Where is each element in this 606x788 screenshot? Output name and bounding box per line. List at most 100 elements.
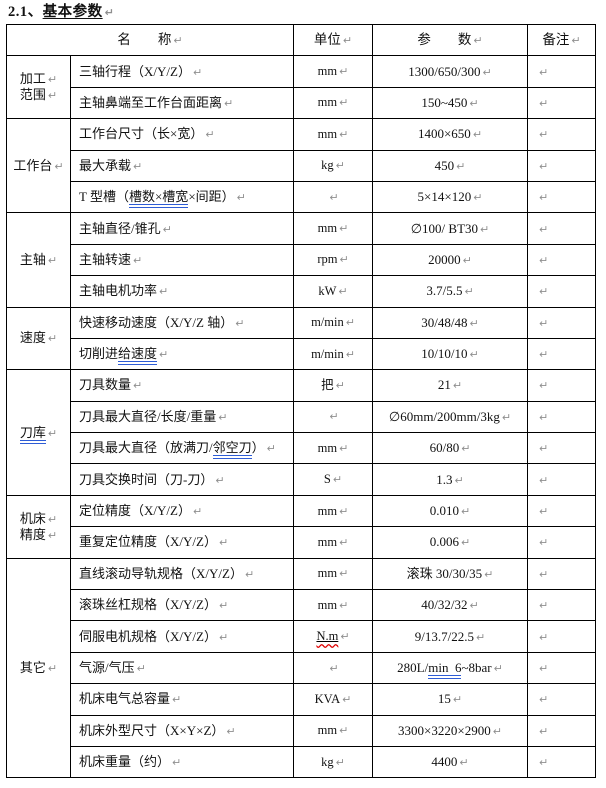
group-label-speed: 速度 ↵ — [6, 306, 71, 371]
remark-cell: ↵ — [527, 55, 596, 88]
param-name-cell: 机床重量（约） ↵ — [70, 745, 294, 779]
pilcrow-mark: ↵ — [218, 410, 228, 424]
group-label-tool-magazine: 刀库 ↵ — [6, 369, 71, 496]
param-name-cell: 刀具最大直径/长度/重量 ↵ — [70, 400, 294, 434]
pilcrow-mark: ↵ — [539, 379, 549, 393]
value-cell: 1.3 ↵ — [372, 463, 528, 496]
value-cell: 0.006 ↵ — [372, 526, 528, 559]
value-cell: 20000 ↵ — [372, 243, 528, 277]
param-name-cell: 机床电气总容量 ↵ — [70, 683, 294, 716]
remark-cell: ↵ — [527, 118, 596, 151]
pilcrow-mark: ↵ — [459, 756, 469, 770]
pilcrow-mark: ↵ — [340, 630, 350, 644]
pilcrow-mark: ↵ — [339, 253, 349, 267]
param-name-cell: 刀具最大直径（放满刀/邻空刀） ↵ — [70, 432, 294, 465]
pilcrow-mark: ↵ — [452, 379, 463, 393]
pilcrow-mark: ↵ — [47, 512, 58, 526]
param-name-cell: 定位精度（X/Y/Z） ↵ — [70, 494, 294, 528]
pilcrow-mark: ↵ — [345, 347, 355, 361]
param-name-cell: 切削进给速度 ↵ — [70, 337, 294, 371]
table-row: 主轴鼻端至工作台面距离 ↵ mm ↵ 150~450 ↵ ↵ — [7, 86, 596, 120]
pilcrow-mark: ↵ — [329, 190, 339, 204]
unit-cell: mm ↵ — [293, 118, 373, 151]
pilcrow-mark: ↵ — [539, 442, 549, 456]
remark-cell: ↵ — [527, 243, 596, 277]
pilcrow-mark: ↵ — [539, 191, 549, 205]
table-row: 刀库 ↵ 刀具数量 ↵ 把 ↵ 21 ↵ ↵ — [6, 369, 596, 496]
table-row: 机床电气总容量 ↵ KVA ↵ 15 ↵ ↵ — [7, 683, 596, 716]
unit-cell: kg ↵ — [293, 149, 373, 182]
pilcrow-mark: ↵ — [469, 316, 479, 330]
grammar-marked-text: 给速度 — [118, 346, 158, 366]
value-cell: 21 ↵ — [372, 369, 528, 402]
value-cell: 280L/min 6~8bar ↵ — [372, 651, 528, 685]
pilcrow-mark: ↵ — [539, 630, 549, 644]
param-name-cell: 滚珠丝杠规格（X/Y/Z） ↵ — [70, 589, 294, 622]
unit-cell: ↵ — [293, 651, 373, 685]
grammar-marked-text: 邻空刀 — [212, 440, 252, 460]
pilcrow-mark: ↵ — [469, 96, 479, 110]
unit-cell: m/min ↵ — [293, 337, 373, 371]
pilcrow-mark: ↵ — [461, 442, 471, 456]
group-label-accuracy: 机床 ↵ 精度 ↵ — [6, 494, 71, 559]
pilcrow-mark: ↵ — [539, 662, 549, 675]
header-remark: 备注 ↵ — [527, 23, 596, 57]
table-row: 机床 ↵ 精度 ↵ 定位精度（X/Y/Z） ↵ mm ↵ 0.010 ↵ ↵ — [6, 494, 596, 559]
pilcrow-mark: ↵ — [539, 724, 549, 738]
table-row: 伺服电机规格（X/Y/Z） ↵ N.m ↵ 9/13.7/22.5 ↵ ↵ — [7, 620, 596, 653]
pilcrow-mark: ↵ — [159, 285, 169, 299]
table-row: 速度 ↵ 快速移动速度（X/Y/Z 轴） ↵ m/min ↵ 30/48/48 ↵ ↵ — [6, 306, 596, 371]
remark-cell: ↵ — [527, 714, 596, 747]
unit-cell: mm ↵ — [293, 212, 373, 245]
value-cell: 4400 ↵ — [372, 745, 528, 779]
remark-cell: ↵ — [527, 337, 596, 371]
value-cell: 1400×650 ↵ — [372, 118, 528, 151]
value-cell: 滚珠 30/30/35 ↵ — [372, 557, 528, 591]
value-cell: 3.7/5.5 ↵ — [372, 275, 528, 308]
pilcrow-mark: ↵ — [162, 222, 172, 236]
pilcrow-mark: ↵ — [539, 567, 549, 581]
pilcrow-mark: ↵ — [47, 426, 58, 440]
pilcrow-mark: ↵ — [339, 504, 349, 518]
table-row: 其它 ↵ 直线滚动导轨规格（X/Y/Z） ↵ mm ↵ 滚珠 30/30/35 ↵ ↵ — [6, 557, 596, 779]
document-page: 2.1、基本参数 ↵ 名 称 ↵ 单位 ↵ 参 数 ↵ 备注 ↵ 加工 ↵ 范围 ↵ 三轴行程… — [0, 3, 606, 788]
pilcrow-mark: ↵ — [335, 159, 345, 173]
unit-cell: mm ↵ — [293, 714, 373, 747]
unit-cell: mm ↵ — [293, 86, 373, 120]
remark-cell: ↵ — [527, 589, 596, 622]
pilcrow-mark: ↵ — [244, 567, 255, 581]
pilcrow-mark: ↵ — [172, 693, 182, 707]
pilcrow-mark: ↵ — [539, 410, 549, 424]
unit-cell: ↵ — [293, 180, 373, 214]
pilcrow-mark: ↵ — [218, 599, 229, 613]
table-row: 最大承载 ↵ kg ↵ 450 ↵ ↵ — [7, 149, 596, 182]
grammar-marked-text: min 6 — [428, 660, 462, 679]
pilcrow-mark: ↵ — [215, 473, 225, 487]
pilcrow-mark: ↵ — [339, 535, 349, 549]
value-cell: 60/80 ↵ — [372, 432, 528, 465]
unit-cell: mm ↵ — [293, 557, 373, 591]
remark-cell: ↵ — [527, 494, 596, 528]
unit-cell: N.m ↵ — [293, 620, 373, 653]
param-name-cell: 重复定位精度（X/Y/Z） ↵ — [70, 526, 294, 559]
value-cell: 40/32/32 ↵ — [372, 589, 528, 622]
pilcrow-mark: ↵ — [339, 441, 349, 455]
header-param: 参 数 ↵ — [372, 23, 528, 57]
pilcrow-mark: ↵ — [47, 253, 58, 267]
remark-cell: ↵ — [527, 212, 596, 245]
pilcrow-mark: ↵ — [342, 692, 352, 706]
param-name-cell: 主轴电机功率 ↵ — [70, 275, 294, 308]
remark-cell: ↵ — [527, 180, 596, 214]
value-cell: 30/48/48 ↵ — [372, 306, 528, 339]
pilcrow-mark: ↵ — [476, 630, 486, 644]
grammar-marked-text: 槽数×槽宽 — [128, 189, 189, 209]
remark-cell: ↵ — [527, 306, 596, 339]
pilcrow-mark: ↵ — [205, 128, 215, 142]
value-cell: 15 ↵ — [372, 683, 528, 716]
pilcrow-mark: ↵ — [539, 96, 549, 110]
pilcrow-mark: ↵ — [339, 65, 349, 79]
pilcrow-mark: ↵ — [493, 662, 503, 675]
value-cell: 5×14×120 ↵ — [372, 180, 528, 214]
param-name-cell: 机床外型尺寸（X×Y×Z） ↵ — [70, 714, 294, 747]
pilcrow-mark: ↵ — [339, 127, 349, 141]
